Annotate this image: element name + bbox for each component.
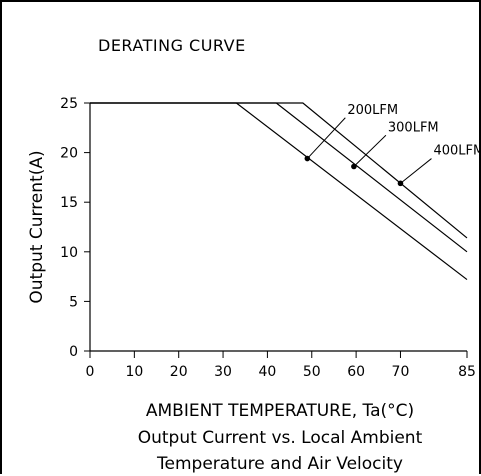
y-tick-label-4: 20: [60, 146, 78, 162]
series-label-300LFM: 300LFM: [388, 120, 439, 135]
y-tick-label-2: 10: [60, 245, 78, 261]
caption-line-2: Temperature and Air Velocity: [156, 454, 403, 474]
x-tick-label-0: 0: [86, 364, 95, 380]
y-tick-label-5: 25: [60, 96, 78, 112]
x-tick-label-2: 20: [170, 364, 188, 380]
x-tick-label-6: 60: [347, 364, 365, 380]
y-axis-title: Output Current(A): [27, 150, 47, 303]
x-tick-label-3: 30: [214, 364, 232, 380]
x-axis-title: AMBIENT TEMPERATURE, Ta(°C): [146, 401, 414, 421]
x-tick-label-5: 50: [303, 364, 321, 380]
y-tick-label-1: 5: [69, 294, 78, 310]
series-leader-200LFM: [306, 117, 346, 159]
x-tick-label-1: 10: [125, 364, 143, 380]
y-tick-label-3: 15: [60, 195, 78, 211]
caption-line-1: Output Current vs. Local Ambient: [138, 428, 423, 448]
series-leader-300LFM: [353, 134, 387, 167]
x-tick-label-8: 85: [458, 364, 476, 380]
series-leader-400LFM: [400, 158, 432, 184]
x-tick-label-4: 40: [258, 364, 276, 380]
series-label-400LFM: 400LFM: [433, 144, 481, 159]
chart-title: DERATING CURVE: [98, 36, 246, 55]
y-tick-label-0: 0: [69, 344, 78, 360]
plot-area: 0 10 20 30 40 50 60 70 85 0 5 10 15 20 25 200LFM 300LFM 4…: [60, 96, 481, 380]
series-label-200LFM: 200LFM: [347, 103, 398, 118]
x-tick-label-7: 70: [392, 364, 410, 380]
series-line-400LFM: [90, 102, 468, 239]
